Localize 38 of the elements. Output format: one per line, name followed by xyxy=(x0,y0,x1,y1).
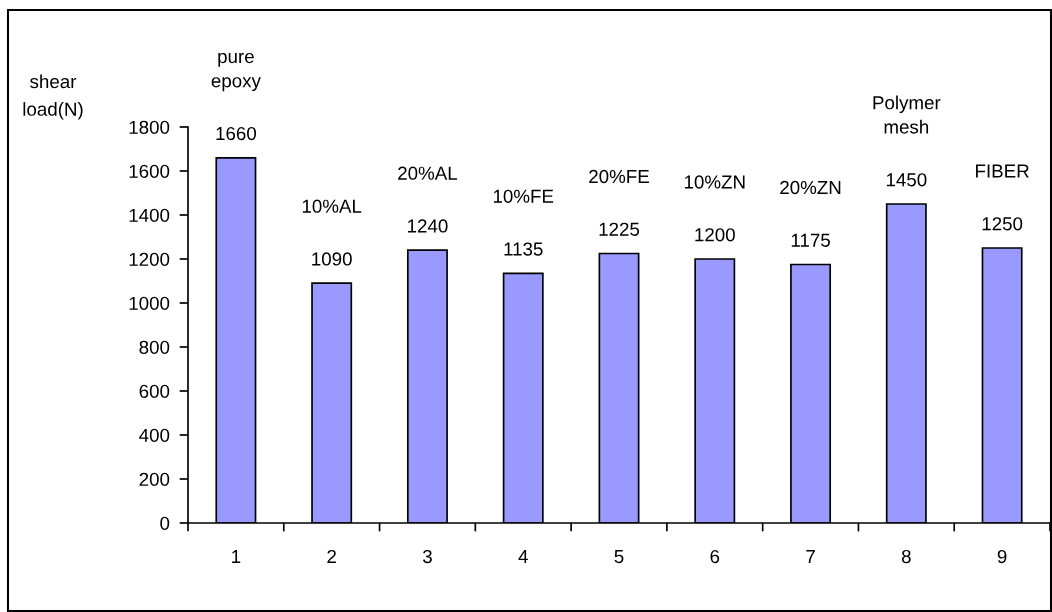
annotation: 10%FE xyxy=(493,189,554,203)
y-tick-label: 1600 xyxy=(129,164,170,178)
annotation: Polymer mesh xyxy=(873,95,941,134)
x-tick-label: 4 xyxy=(518,550,528,563)
x-tick-label: 9 xyxy=(997,549,1007,564)
y-tick-label: 1400 xyxy=(129,208,170,222)
annotation: FIBER xyxy=(976,164,1029,178)
x-tick-label: 7 xyxy=(806,550,815,563)
y-tick-label: 1000 xyxy=(129,296,170,310)
y-axis-title: shear load(N) xyxy=(23,74,83,120)
annotation: 20%ZN xyxy=(780,180,841,195)
data-label: 1175 xyxy=(791,233,830,247)
y-tick-label: 1200 xyxy=(129,252,170,266)
data-label: 1250 xyxy=(982,217,1023,231)
text: pure epoxy xyxy=(211,52,261,92)
y-tick-label: 200 xyxy=(139,472,170,486)
y-tick-label: 0 xyxy=(160,516,170,530)
y-tick-label: 400 xyxy=(139,428,170,442)
x-tick-label: 6 xyxy=(710,549,720,564)
annotation: 10%ZN xyxy=(684,175,745,189)
x-tick-label: 8 xyxy=(901,549,911,564)
annotation: 20%FE xyxy=(589,169,649,184)
data-label: 1240 xyxy=(408,219,448,233)
data-label: 1090 xyxy=(312,252,352,266)
annotation: 10%AL xyxy=(302,199,362,213)
x-tick-label: 1 xyxy=(232,550,241,563)
x-tick-label: 2 xyxy=(327,549,336,563)
x-tick-label: 5 xyxy=(614,550,624,564)
data-label: 1135 xyxy=(504,242,543,256)
annotation: 20%AL xyxy=(398,166,458,180)
data-label: 1660 xyxy=(216,126,257,141)
x-tick-label: 3 xyxy=(422,549,432,564)
data-label: 1450 xyxy=(886,173,927,187)
y-tick-label: 800 xyxy=(139,340,170,354)
y-tick-label: 1800 xyxy=(129,120,170,134)
y-tick-label: 600 xyxy=(139,384,170,398)
data-label: 1225 xyxy=(599,222,640,236)
data-label: 1200 xyxy=(695,228,735,242)
